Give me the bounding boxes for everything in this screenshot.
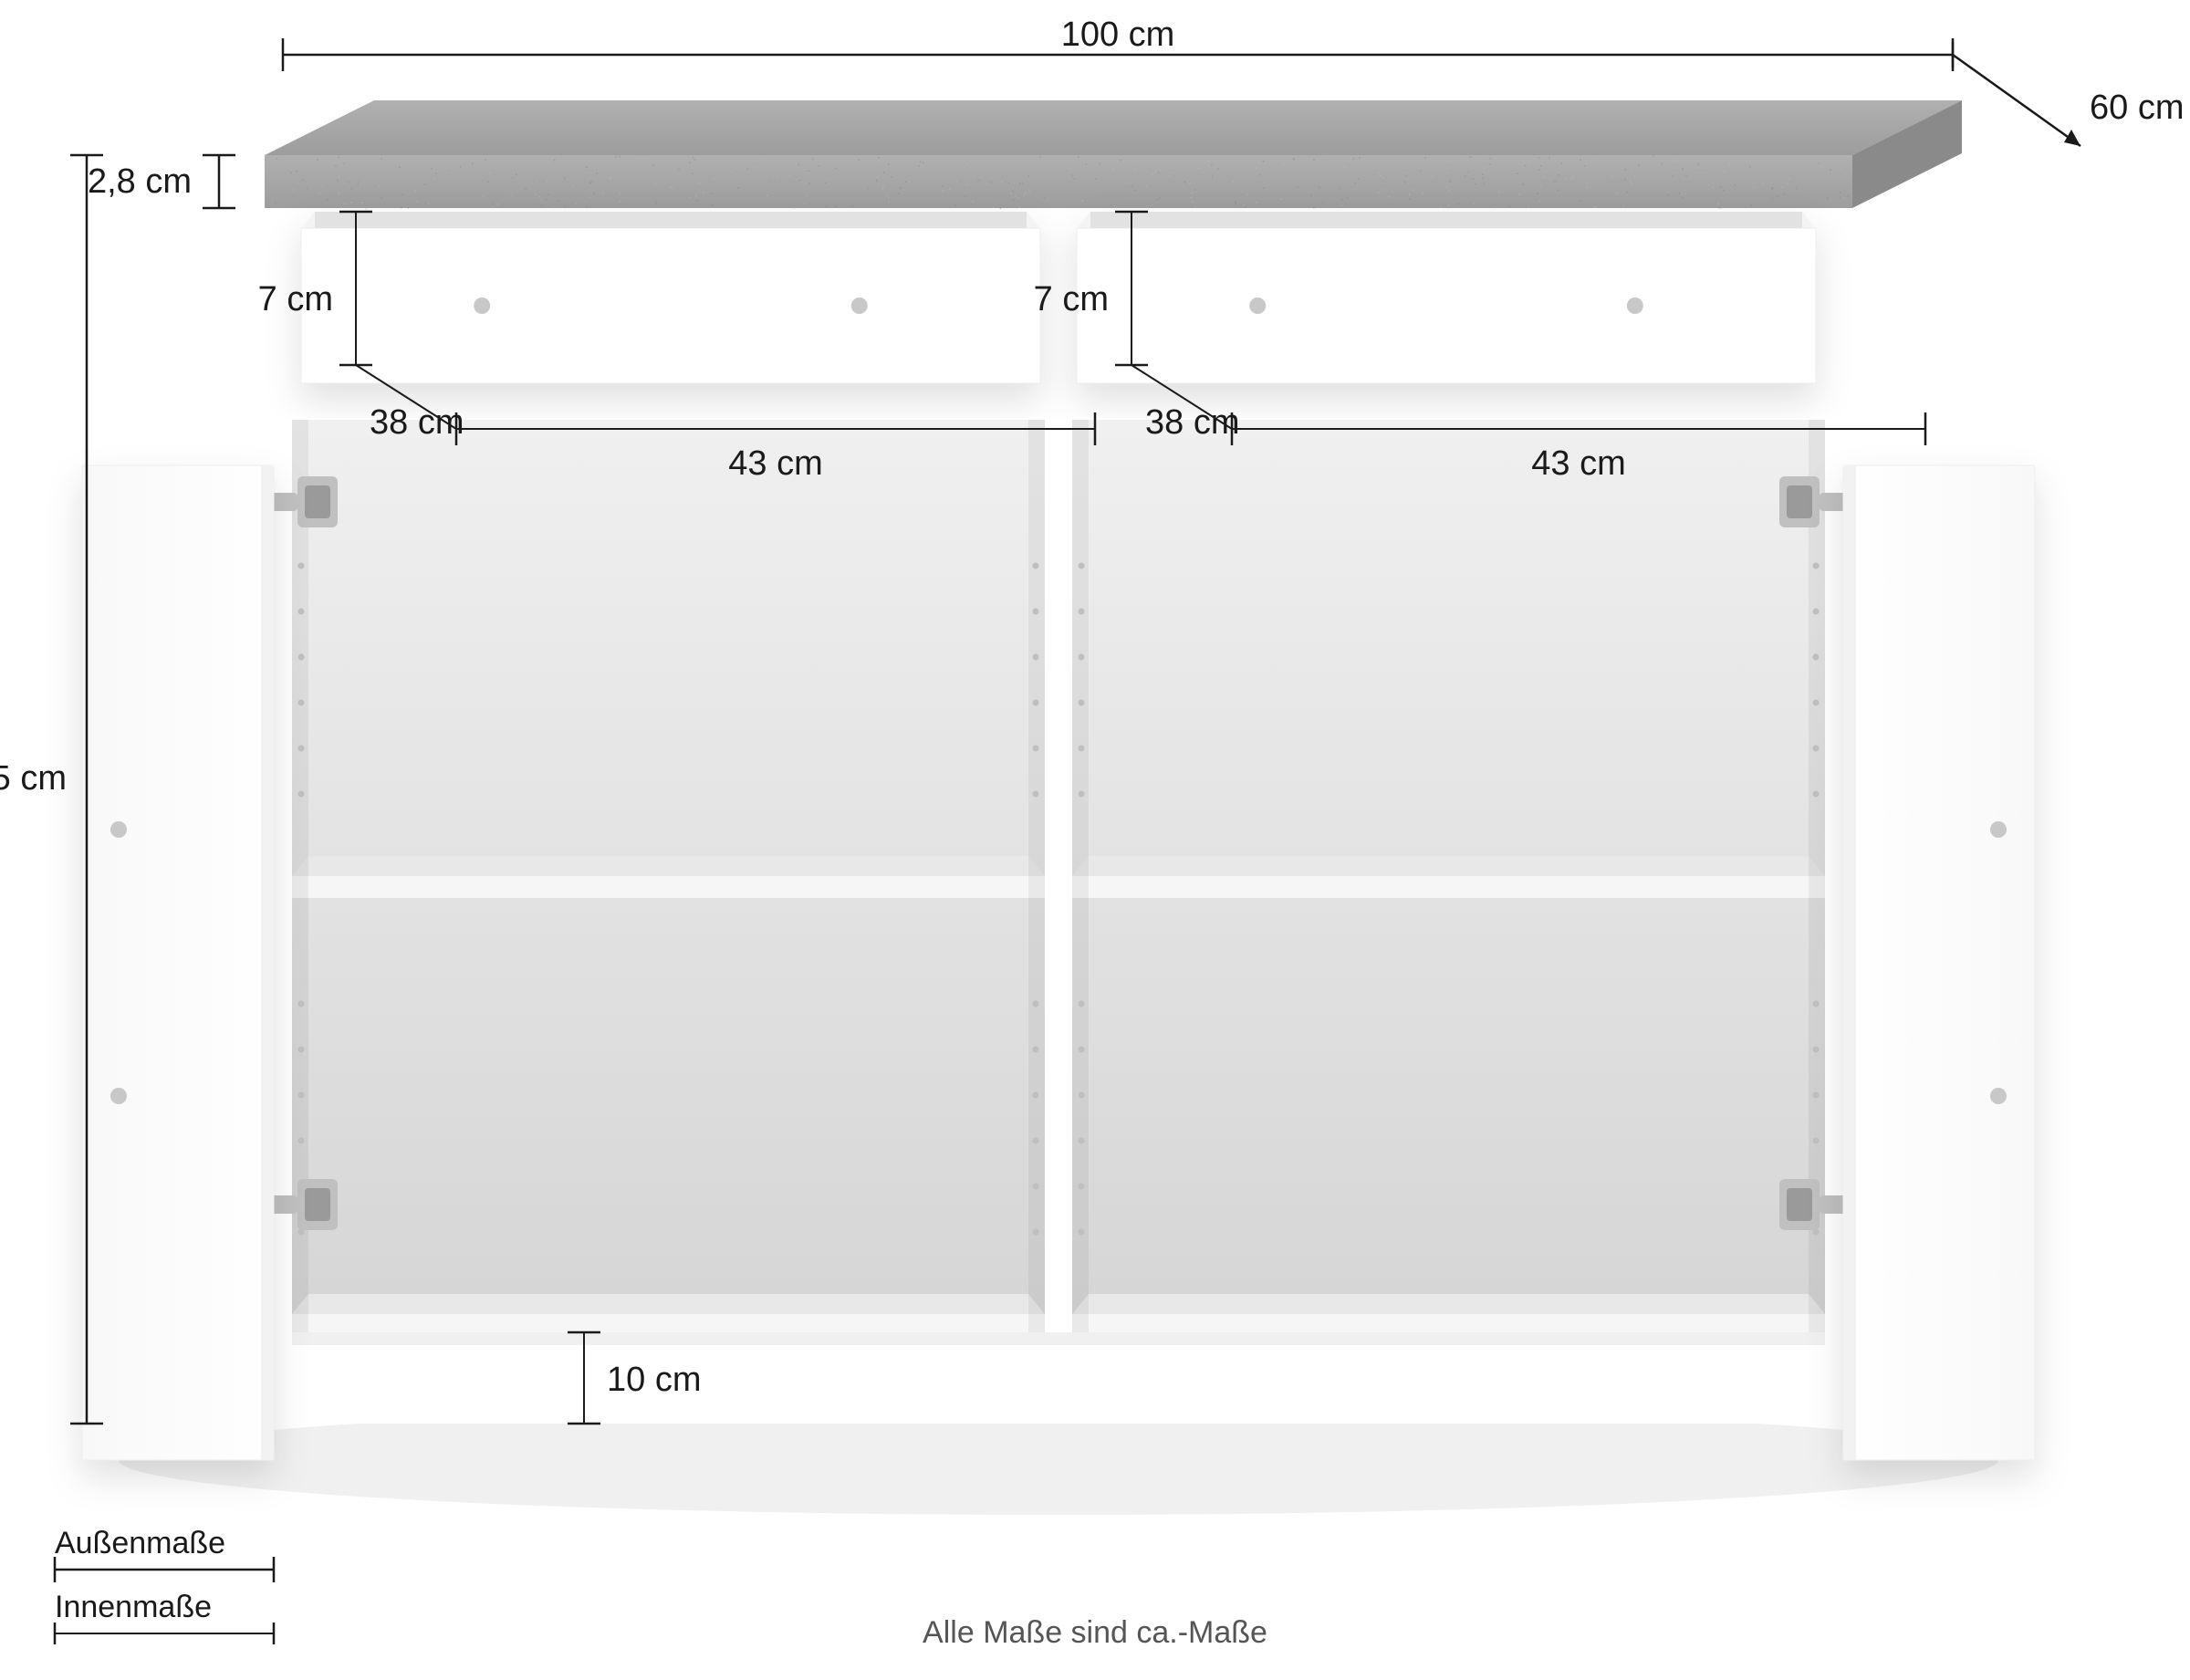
drawer-right [1077, 212, 1816, 383]
dim-label: 100 cm [1061, 16, 1175, 54]
dim-worktop-thickness: 2,8 cm [88, 162, 192, 201]
dim-plinth: 10 cm [607, 1361, 701, 1399]
drawer-left [301, 212, 1040, 383]
dim-depth: 60 cm [2090, 89, 2184, 127]
dim-drawer-d-left: 38 cm [370, 403, 464, 442]
worktop-top [265, 100, 1962, 155]
footer-note: Alle Maße sind ca.-Maße [923, 1615, 1267, 1650]
compartment [1072, 420, 1825, 1332]
center-divider [1045, 420, 1072, 1332]
dim-total-height: 85 cm [0, 759, 67, 798]
plinth [292, 1332, 1825, 1424]
legend-outer: Außenmaße [55, 1526, 225, 1560]
dim-drawer-h-right: 7 cm [1034, 280, 1109, 318]
legend-inner: Innenmaße [55, 1590, 212, 1624]
dim-drawer-d-right: 38 cm [1145, 403, 1239, 442]
door-right [1843, 465, 2035, 1460]
dim-drawer-w-left: 43 cm [728, 444, 822, 483]
compartment [292, 420, 1045, 1332]
worktop-front [265, 155, 1852, 208]
door-left [82, 465, 274, 1460]
dim-drawer-h-left: 7 cm [258, 280, 333, 318]
dim-drawer-w-right: 43 cm [1531, 444, 1625, 483]
